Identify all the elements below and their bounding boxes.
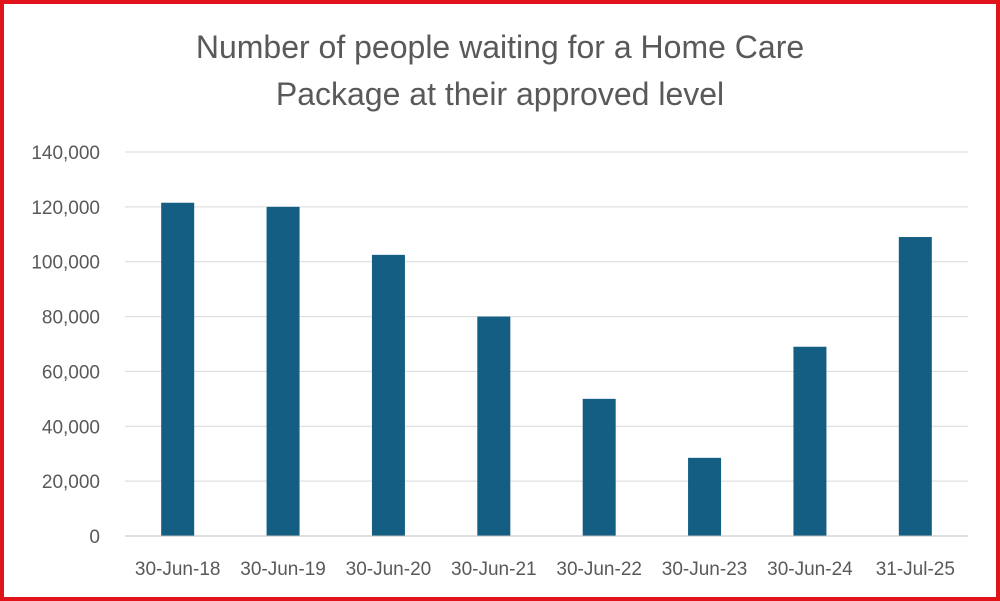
x-tick-label: 30-Jun-24 xyxy=(767,559,853,580)
y-tick-label: 80,000 xyxy=(42,308,100,329)
bar-31-jul-25 xyxy=(898,237,932,536)
bar-30-jun-22 xyxy=(582,398,616,536)
x-axis-tick-labels: 30-Jun-18 30-Jun-19 30-Jun-20 30-Jun-21 30-J… xyxy=(135,559,955,580)
bar-30-jun-23 xyxy=(688,457,722,536)
y-tick-label: 40,000 xyxy=(42,417,100,438)
x-tick-label: 30-Jun-20 xyxy=(346,559,432,580)
x-tick-label: 30-Jun-22 xyxy=(556,559,642,580)
x-tick-label: 30-Jun-18 xyxy=(135,559,221,580)
y-tick-label: 120,000 xyxy=(31,198,100,219)
x-tick-label: 30-Jun-19 xyxy=(240,559,326,580)
bar-30-jun-19 xyxy=(266,206,300,536)
bar-30-jun-18 xyxy=(161,202,195,536)
x-tick-label: 31-Jul-25 xyxy=(876,559,955,580)
x-tick-label: 30-Jun-21 xyxy=(451,559,537,580)
y-tick-label: 100,000 xyxy=(31,253,100,274)
y-tick-label: 0 xyxy=(89,527,100,548)
bars xyxy=(161,202,932,536)
bar-30-jun-20 xyxy=(371,254,405,536)
chart-title-line-1: Number of people waiting for a Home Care xyxy=(195,29,805,65)
y-tick-label: 20,000 xyxy=(42,472,100,493)
y-axis-tick-labels: 0 20,000 40,000 60,000 80,000 100,000 120,000 1… xyxy=(31,143,100,548)
y-tick-label: 60,000 xyxy=(42,362,100,383)
chart-title-line-2: Package at their approved level xyxy=(275,76,725,112)
gridlines xyxy=(125,151,968,482)
bar-30-jun-21 xyxy=(477,316,511,536)
bar-30-jun-24 xyxy=(793,346,827,536)
chart-title: Number of people waiting for a Home Care… xyxy=(0,24,1000,118)
y-tick-label: 140,000 xyxy=(31,143,100,164)
x-tick-label: 30-Jun-23 xyxy=(662,559,748,580)
